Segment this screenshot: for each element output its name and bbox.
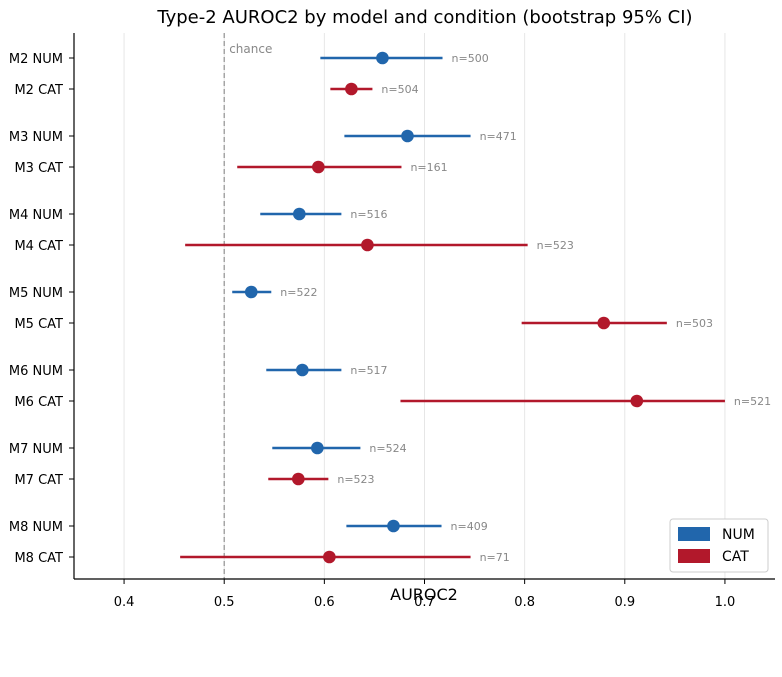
y-tick-label: M7 CAT	[14, 473, 63, 488]
point-estimate	[630, 394, 644, 408]
y-tick-label: M8 CAT	[14, 551, 63, 566]
n-label: n=471	[480, 130, 517, 143]
point-estimate	[345, 82, 358, 96]
x-tick-label: 0.8	[514, 595, 535, 610]
n-label: n=504	[381, 83, 418, 96]
y-tick-label: M7 NUM	[9, 442, 63, 457]
y-tick-layer: M2 NUM M2 CAT M3 NUM M3 CAT M4 NUM M4 CAT M5 N…	[9, 52, 74, 566]
point-estimate	[376, 51, 389, 65]
n-label: n=516	[350, 208, 387, 221]
n-label: n=522	[280, 286, 317, 299]
n-label: n=517	[350, 364, 387, 377]
y-tick-label: M4 NUM	[9, 208, 63, 223]
data-layer: n=500 n=504 n=471 n=161 n=516 n=523 n=522 n=503…	[180, 51, 771, 564]
point-estimate	[387, 519, 400, 533]
point-estimate	[244, 285, 258, 299]
legend-label: NUM	[722, 527, 755, 543]
legend-swatch	[678, 549, 710, 563]
n-label: n=523	[537, 239, 574, 252]
n-label: n=409	[451, 520, 488, 533]
y-tick-label: M5 CAT	[14, 317, 63, 332]
point-estimate	[293, 207, 306, 221]
n-label: n=524	[369, 442, 406, 455]
point-estimate	[292, 472, 305, 486]
y-tick-label: M4 CAT	[14, 239, 63, 254]
point-estimate	[311, 441, 324, 455]
legend: NUM CAT	[669, 518, 769, 573]
x-tick-label: 0.4	[114, 595, 135, 610]
n-label: n=500	[452, 52, 489, 65]
point-estimate	[296, 363, 309, 377]
point-estimate	[597, 316, 611, 330]
y-tick-label: M6 CAT	[14, 395, 63, 410]
grid-layer	[123, 33, 726, 579]
legend-swatch	[678, 527, 710, 541]
n-label: n=523	[337, 473, 374, 486]
y-tick-label: M3 CAT	[14, 161, 63, 176]
y-tick-label: M3 NUM	[9, 130, 63, 145]
x-tick-label: 0.5	[214, 595, 235, 610]
n-label: n=161	[410, 161, 447, 174]
point-estimate	[401, 129, 414, 143]
point-estimate	[312, 160, 325, 174]
point-estimate	[361, 238, 374, 252]
n-label: n=521	[734, 395, 771, 408]
y-tick-label: M5 NUM	[9, 286, 63, 301]
chance-label: chance	[229, 42, 272, 56]
n-label: n=503	[676, 317, 713, 330]
y-tick-label: M6 NUM	[9, 364, 63, 379]
y-tick-label: M2 NUM	[9, 52, 63, 67]
y-tick-label: M8 NUM	[9, 520, 63, 535]
x-tick-label: 0.6	[314, 595, 335, 610]
legend-label: CAT	[722, 549, 749, 565]
point-estimate	[323, 550, 336, 564]
n-label: n=71	[480, 551, 510, 564]
y-tick-label: M2 CAT	[14, 83, 63, 98]
x-tick-label: 1.0	[715, 595, 736, 610]
x-tick-label: 0.9	[614, 595, 635, 610]
chart-title: Type-2 AUROC2 by model and condition (bo…	[156, 7, 692, 28]
reference-layer: chance	[223, 33, 272, 579]
x-tick-layer: 0.4 0.5 0.6 0.7 0.8 0.9 1.0	[114, 579, 736, 610]
x-tick-label: 0.7	[414, 595, 435, 610]
x-axis-label: AUROC2	[390, 585, 458, 604]
